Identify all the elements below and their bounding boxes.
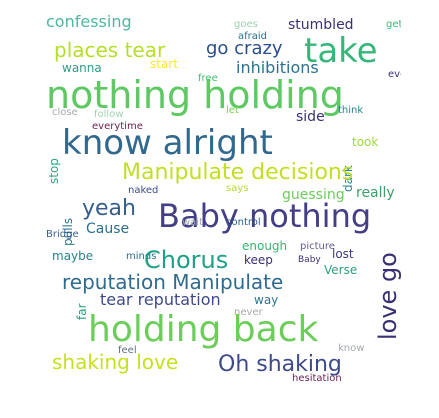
word-minds: minds <box>126 251 157 262</box>
word-verse: Verse <box>324 263 358 277</box>
word-reputation-manipulate: reputation Manipulate <box>62 270 284 294</box>
word-goes: goes <box>234 19 258 30</box>
word-baby-nothing: Baby nothing <box>158 197 372 235</box>
word-lost: lost <box>332 247 354 261</box>
word-hesitation: hesitation <box>292 373 342 384</box>
word-side: side <box>296 109 325 125</box>
word-way: way <box>254 293 279 307</box>
word-wait: wait <box>182 217 204 228</box>
word-control: control <box>226 217 261 228</box>
word-nothing-holding: nothing holding <box>46 73 344 117</box>
word-tear-reputation: tear reputation <box>100 290 221 309</box>
word-free: free <box>198 73 218 84</box>
word-confessing: confessing <box>46 14 132 31</box>
word-picture: picture <box>300 241 335 252</box>
word-inhibitions: inhibitions <box>236 58 319 77</box>
word-never: never <box>234 307 263 318</box>
word-close: close <box>52 107 78 118</box>
word-follow: follow <box>94 109 124 120</box>
word-gets: gets <box>386 19 401 30</box>
word-afraid: afraid <box>238 31 268 42</box>
word-bridge: Bridge <box>46 229 79 240</box>
word-really: really <box>356 185 395 201</box>
word-love-go: love go <box>374 252 401 340</box>
word-stop: stop <box>47 158 61 184</box>
word-go-crazy: go crazy <box>206 38 283 59</box>
word-places-tear: places tear <box>54 38 166 62</box>
word-guessing: guessing <box>282 187 345 203</box>
word-cloud: confessing take places tear go crazy stu… <box>46 14 401 384</box>
word-naked: naked <box>128 185 159 196</box>
word-took: took <box>352 135 379 149</box>
word-cause: Cause <box>86 221 130 237</box>
word-start: start <box>150 57 178 71</box>
word-know-small: know <box>338 343 365 354</box>
word-everytime: everytime <box>92 121 143 132</box>
word-enough: enough <box>242 239 288 253</box>
word-oh-shaking: Oh shaking <box>218 352 342 377</box>
word-manipulate-decisions: Manipulate decisions <box>122 160 354 185</box>
word-stumbled: stumbled <box>288 17 354 33</box>
word-take: take <box>304 31 378 71</box>
word-shaking-love: shaking love <box>52 350 179 374</box>
word-says: says <box>226 183 249 194</box>
word-maybe: maybe <box>52 249 94 263</box>
word-know-alright: know alright <box>62 123 273 163</box>
word-yeah: yeah <box>82 196 136 221</box>
word-keep: keep <box>244 253 273 267</box>
word-everybody: everybody <box>388 69 401 80</box>
word-chorus: Chorus <box>144 246 229 274</box>
word-feel: feel <box>118 345 137 356</box>
word-wanna: wanna <box>62 61 102 75</box>
word-holding-back: holding back <box>88 309 319 350</box>
word-baby-small: Baby <box>298 255 321 265</box>
word-far: far <box>75 303 89 320</box>
word-think: think <box>338 105 364 116</box>
word-let: let <box>226 105 239 116</box>
